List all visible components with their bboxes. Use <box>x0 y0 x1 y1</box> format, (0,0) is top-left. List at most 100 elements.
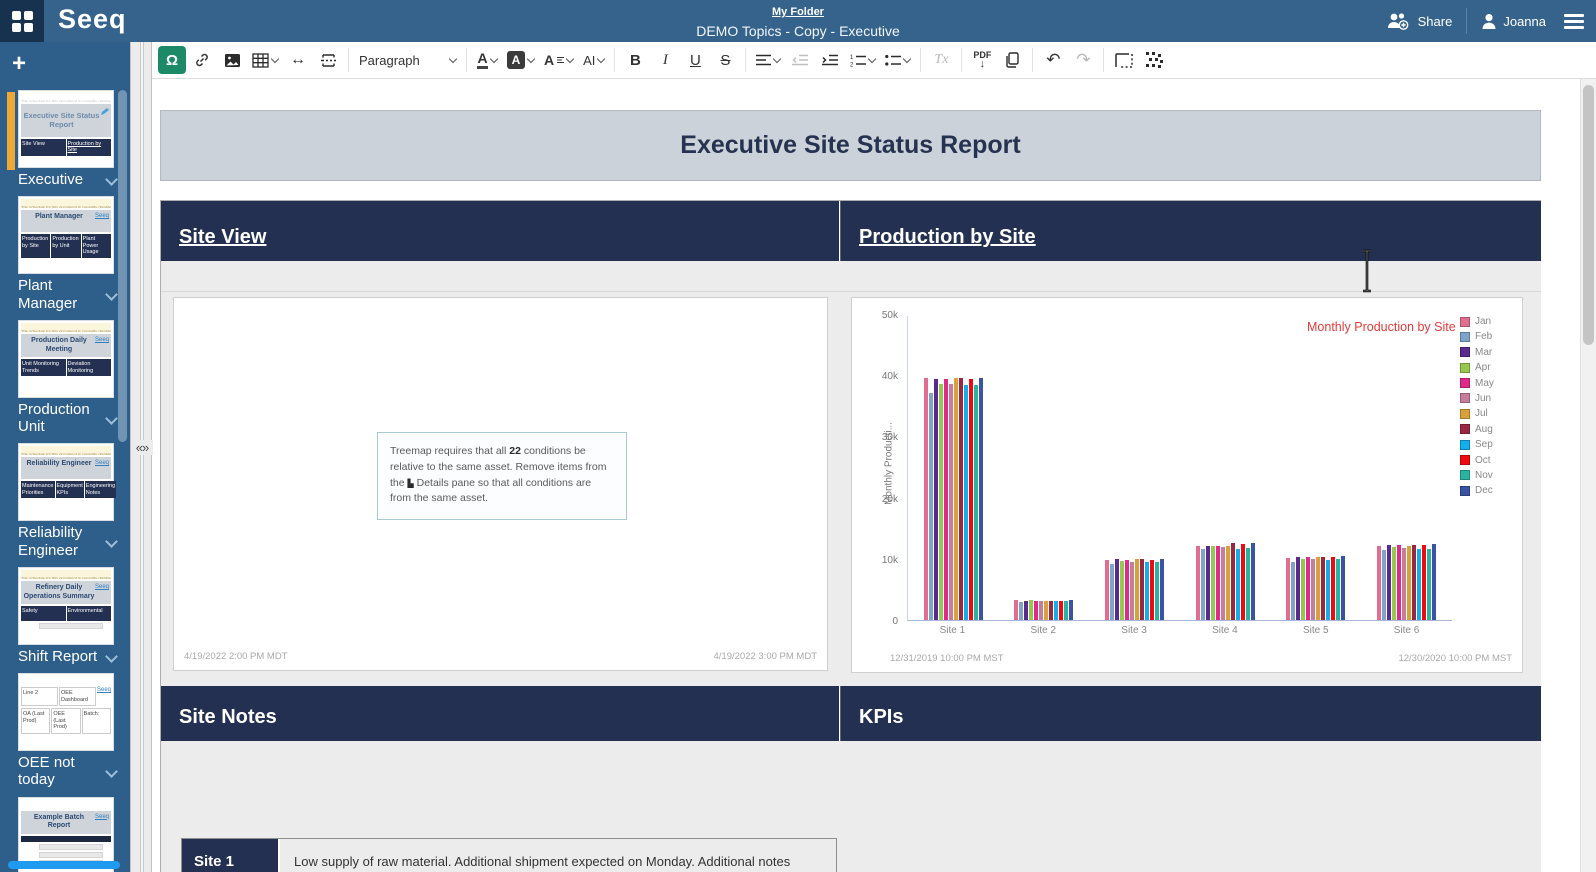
legend-item-may[interactable]: May <box>1460 378 1494 389</box>
bar-jan-site-3[interactable] <box>1105 559 1110 620</box>
bar-feb-site-5[interactable] <box>1291 561 1296 620</box>
legend-item-jan[interactable]: Jan <box>1460 316 1494 327</box>
home-button[interactable] <box>0 0 44 42</box>
bar-mar-site-1[interactable] <box>933 378 938 620</box>
bar-mar-site-3[interactable] <box>1115 559 1120 620</box>
bar-nov-site-1[interactable] <box>973 384 978 620</box>
bar-aug-site-1[interactable] <box>958 378 963 620</box>
bar-may-site-3[interactable] <box>1125 559 1130 620</box>
bar-may-site-5[interactable] <box>1306 557 1311 620</box>
bar-jan-site-1[interactable] <box>923 378 928 620</box>
site-view-link[interactable]: Site View <box>179 226 267 248</box>
bar-oct-site-1[interactable] <box>968 378 973 620</box>
bar-jun-site-1[interactable] <box>948 383 953 620</box>
bar-may-site-2[interactable] <box>1034 601 1039 620</box>
legend-item-aug[interactable]: Aug <box>1460 424 1494 435</box>
bar-jul-site-1[interactable] <box>953 378 958 620</box>
bar-dec-site-5[interactable] <box>1341 556 1346 620</box>
sidebar-bottom-scrollbar[interactable] <box>8 861 120 869</box>
strikethrough-button[interactable]: S <box>720 51 731 69</box>
bar-apr-site-5[interactable] <box>1301 558 1306 620</box>
bar-may-site-6[interactable] <box>1397 545 1402 620</box>
bar-mar-site-5[interactable] <box>1296 557 1301 620</box>
bar-oct-site-2[interactable] <box>1059 600 1064 620</box>
page-thumbnail[interactable]: The schedule for this document is curren… <box>18 566 114 645</box>
page-break-button[interactable] <box>314 46 342 74</box>
bar-mar-site-6[interactable] <box>1387 544 1392 620</box>
sidebar-page-shift-report[interactable]: The schedule for this document is curren… <box>0 565 130 671</box>
bar-nov-site-5[interactable] <box>1336 559 1341 620</box>
increase-indent-button[interactable] <box>816 46 844 74</box>
site-view-header-cell[interactable]: Site View <box>161 201 839 261</box>
bar-aug-site-4[interactable] <box>1230 543 1235 620</box>
bar-dec-site-3[interactable] <box>1160 559 1165 620</box>
share-button[interactable]: Share <box>1386 12 1452 30</box>
bar-sep-site-1[interactable] <box>963 385 968 620</box>
chevron-down-icon[interactable] <box>105 764 118 778</box>
bar-aug-site-3[interactable] <box>1140 559 1145 620</box>
undo-button[interactable]: ↶ <box>1046 50 1061 69</box>
bar-jan-site-4[interactable] <box>1195 546 1200 620</box>
page-thumbnail[interactable]: Line 2 OEE Dashboard Seeq OA (Last Prod)… <box>18 673 114 751</box>
bar-jul-site-6[interactable] <box>1407 545 1412 620</box>
redo-button[interactable]: ↷ <box>1076 50 1091 69</box>
insert-table-button[interactable] <box>248 46 282 74</box>
add-page-button[interactable]: + <box>12 50 27 77</box>
bar-apr-site-1[interactable] <box>938 384 943 620</box>
font-size-button[interactable]: A <box>540 46 577 74</box>
bar-jul-site-4[interactable] <box>1225 546 1230 620</box>
bar-sep-site-6[interactable] <box>1417 548 1422 620</box>
chevron-down-icon[interactable] <box>105 173 118 186</box>
legend-item-jul[interactable]: Jul <box>1460 408 1494 419</box>
bar-oct-site-6[interactable] <box>1422 544 1427 620</box>
bar-aug-site-2[interactable] <box>1049 601 1054 620</box>
bar-sep-site-3[interactable] <box>1145 562 1150 620</box>
bar-dec-site-2[interactable] <box>1069 599 1074 620</box>
bar-jun-site-2[interactable] <box>1039 600 1044 620</box>
legend-item-sep[interactable]: Sep <box>1460 439 1494 450</box>
report-title-block[interactable]: Executive Site Status Report <box>160 110 1541 181</box>
legend-item-mar[interactable]: Mar <box>1460 347 1494 358</box>
export-pdf-button[interactable]: PDF ↓ <box>968 46 996 74</box>
scrollbar-thumb[interactable] <box>1583 85 1594 345</box>
page-thumbnail[interactable]: The schedule for this document is curren… <box>18 443 117 522</box>
page-thumbnail[interactable]: The schedule for this document is curren… <box>18 90 114 168</box>
document-canvas[interactable]: Executive Site Status Report Site View P… <box>152 79 1580 872</box>
hamburger-menu[interactable] <box>1560 10 1588 33</box>
bar-oct-site-4[interactable] <box>1240 544 1245 620</box>
collapse-sidebar-toggle[interactable]: «» <box>131 440 153 455</box>
bar-jul-site-5[interactable] <box>1316 556 1321 620</box>
clear-formatting-button[interactable]: Tx <box>934 52 949 67</box>
sidebar-page-plant-manager[interactable]: The schedule for this document is curren… <box>0 194 130 318</box>
bar-dec-site-6[interactable] <box>1432 544 1437 620</box>
background-pattern-button[interactable] <box>1140 46 1168 74</box>
legend-item-apr[interactable]: Apr <box>1460 362 1494 373</box>
bar-jan-site-2[interactable] <box>1014 599 1019 620</box>
legend-item-feb[interactable]: Feb <box>1460 331 1494 342</box>
sidebar-page-executive[interactable]: The schedule for this document is curren… <box>0 88 130 194</box>
sidebar-page-oee-not-today[interactable]: Line 2 OEE Dashboard Seeq OA (Last Prod)… <box>0 671 130 795</box>
bar-sep-site-4[interactable] <box>1235 548 1240 620</box>
paragraph-style-dropdown[interactable]: Paragraph <box>355 46 460 74</box>
bar-jan-site-6[interactable] <box>1377 545 1382 620</box>
bar-apr-site-3[interactable] <box>1120 561 1125 620</box>
bar-feb-site-2[interactable] <box>1019 602 1024 620</box>
chevron-down-icon[interactable] <box>105 535 118 548</box>
bar-jun-site-5[interactable] <box>1311 559 1316 620</box>
highlight-color-button[interactable]: A <box>503 46 538 74</box>
bar-apr-site-2[interactable] <box>1029 599 1034 620</box>
page-margins-button[interactable] <box>1110 46 1138 74</box>
legend-item-nov[interactable]: Nov <box>1460 470 1494 481</box>
bullet-list-button[interactable] <box>881 46 914 74</box>
fixed-width-button[interactable]: ↔ <box>290 51 306 68</box>
site-note[interactable]: Low supply of raw material. Additional s… <box>278 839 836 872</box>
font-color-button[interactable]: A <box>473 46 501 74</box>
bar-dec-site-1[interactable] <box>978 378 983 620</box>
bar-feb-site-6[interactable] <box>1382 550 1387 620</box>
insert-seeq-content-button[interactable]: Ω <box>158 46 186 74</box>
decrease-indent-button[interactable] <box>786 46 814 74</box>
chevron-down-icon[interactable] <box>105 411 118 425</box>
bar-feb-site-3[interactable] <box>1110 564 1115 620</box>
bar-nov-site-3[interactable] <box>1155 561 1160 620</box>
bar-nov-site-6[interactable] <box>1427 548 1432 620</box>
